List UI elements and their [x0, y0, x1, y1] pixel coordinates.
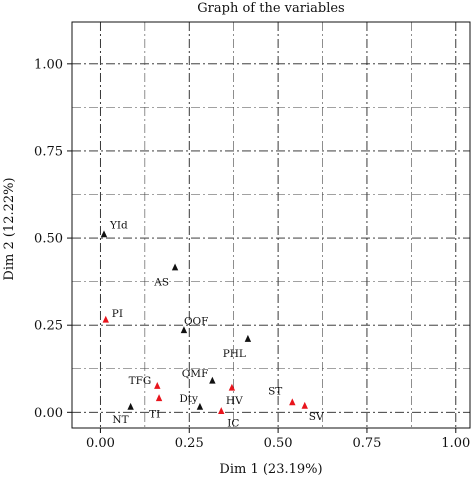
y-tick-label: 0.25 — [34, 319, 63, 334]
data-point-marker — [127, 402, 134, 410]
data-point-label: ST — [268, 386, 282, 398]
data-point-marker — [154, 381, 161, 389]
data-point-marker — [196, 402, 204, 410]
data-point-marker — [301, 401, 308, 409]
x-tick-label: 0.25 — [175, 436, 204, 451]
y-tick-label: 0.50 — [34, 232, 63, 247]
data-point-marker — [100, 230, 108, 238]
data-point-marker — [102, 315, 109, 323]
data-point-marker — [218, 407, 225, 414]
grid — [72, 22, 470, 428]
data-point-label: IC — [227, 417, 239, 429]
data-point-label: YId — [109, 220, 128, 232]
data-point-label: PHL — [223, 348, 246, 360]
data-point-label: NT — [112, 414, 128, 426]
data-point-label: HV — [226, 395, 243, 407]
data-point-label: PI — [112, 308, 123, 320]
data-points: YId AS PI QOF PHL QMF TFG HV TI Dty NT IC ST SV — [100, 220, 324, 429]
y-axis-label: Dim 2 (12.22%) — [2, 177, 17, 280]
data-point-marker — [289, 398, 296, 406]
x-tick-label: 0.00 — [86, 436, 115, 451]
data-point-label: SV — [309, 411, 324, 423]
data-point-marker — [171, 263, 179, 271]
data-point-marker — [228, 383, 236, 391]
data-point-marker — [244, 334, 252, 342]
data-point-label: Dty — [179, 393, 198, 405]
data-point-label: AS — [153, 277, 169, 289]
data-point-label: QOF — [184, 315, 209, 327]
x-axis-label: Dim 1 (23.19%) — [219, 462, 322, 477]
data-point-marker — [180, 326, 188, 334]
y-tick-label: 0.00 — [34, 406, 63, 421]
data-point-marker — [155, 394, 163, 402]
x-tick-label: 1.00 — [441, 436, 470, 451]
data-point-label: TFG — [129, 375, 152, 387]
data-point-label: QMF — [182, 368, 209, 380]
chart-title: Graph of the variables — [197, 1, 344, 16]
x-tick-label: 0.50 — [264, 436, 293, 451]
y-tick-label: 0.75 — [34, 144, 63, 159]
data-point-label: TI — [149, 408, 160, 420]
y-tick-label: 1.00 — [34, 57, 63, 72]
x-tick-label: 0.75 — [352, 436, 381, 451]
axis-ticks: 0.00 0.25 0.50 0.75 1.00 0.00 0.25 0.50 0.75 1.00 — [34, 57, 470, 451]
data-point-marker — [209, 376, 216, 384]
plot-frame — [71, 21, 471, 429]
